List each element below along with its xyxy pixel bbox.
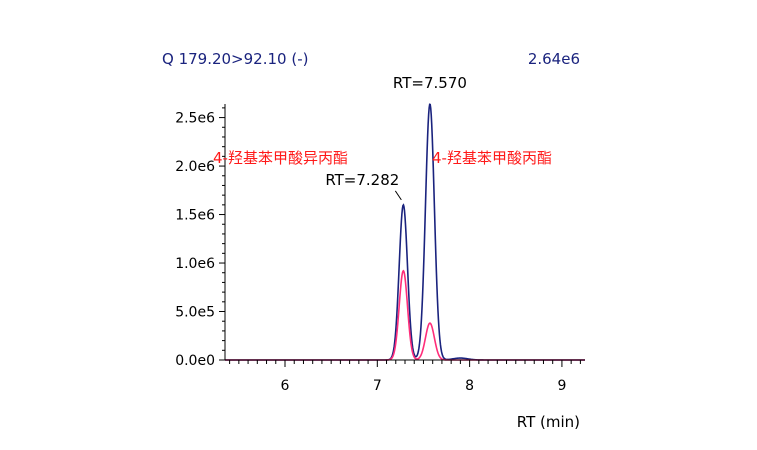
y-tick-label: 0.0e0: [175, 353, 215, 369]
trace-header-label: Q 179.20>92.10 (-): [162, 50, 308, 68]
x-tick-label: 7: [373, 378, 382, 394]
y-tick-label: 2.5e6: [175, 111, 215, 127]
annotation-leader-line: [394, 190, 402, 201]
max-intensity-label: 2.64e6: [528, 50, 580, 68]
x-tick-label: 8: [465, 378, 474, 394]
y-tick-label: 5.0e5: [175, 305, 215, 321]
series-line-2: [225, 269, 585, 361]
y-tick-label: 2.0e6: [175, 159, 215, 175]
peak-annotation-rt-7570: RT=7.570: [393, 74, 467, 92]
peak-annotation-rt-7282: RT=7.282: [325, 171, 399, 189]
x-tick-label: 9: [557, 378, 566, 394]
y-tick-label: 1.0e6: [175, 256, 215, 272]
x-tick-label: 6: [281, 378, 290, 394]
x-axis-title: RT (min): [517, 413, 580, 431]
compound-label-isopropyl: 4-羟基苯甲酸异丙酯: [213, 149, 348, 167]
series-line-1: [225, 103, 585, 361]
y-tick-label: 1.5e6: [175, 208, 215, 224]
compound-label-propyl: 4-羟基苯甲酸丙酯: [432, 149, 552, 167]
